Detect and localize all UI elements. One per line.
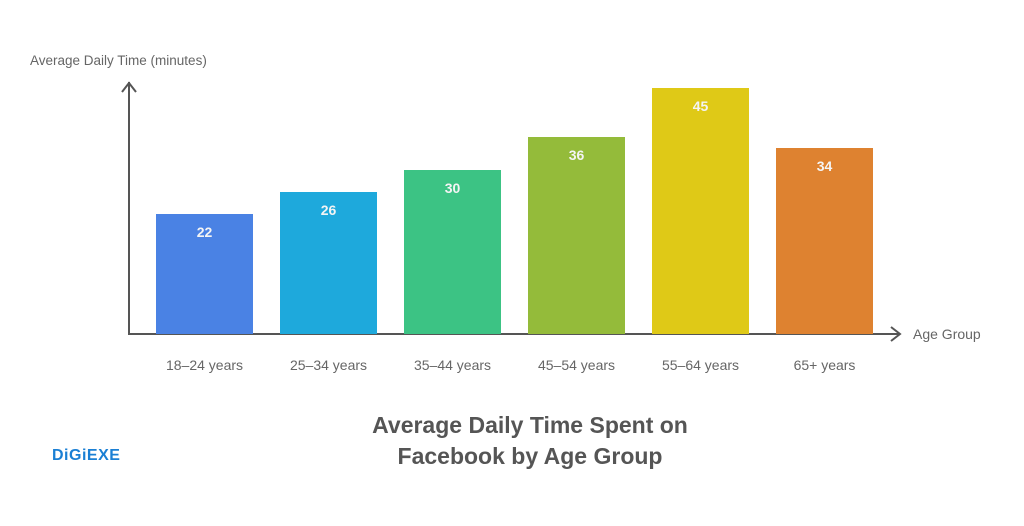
bar-value-label: 26 [320,201,337,218]
bar-value-label: 45 [692,97,709,114]
bar-18-24: 22 [156,213,253,334]
bar-value-label: 22 [196,223,213,240]
bar-45-54: 36 [528,137,625,334]
chart-title-line-1: Average Daily Time Spent on [372,412,688,438]
x-axis-label: Age Group [913,326,981,342]
chart-title: Average Daily Time Spent on Facebook by … [300,410,760,472]
x-tick-label: 65+ years [793,357,856,373]
bar-25-34: 26 [280,191,377,334]
x-tick-label: 35–44 years [413,357,492,373]
x-axis-arrow-icon [890,326,902,342]
bar-value-label: 30 [444,179,461,196]
x-tick-label: 45–54 years [537,357,616,373]
bar-value-label: 34 [816,158,833,175]
bar-35-44: 30 [404,169,501,334]
y-axis-label: Average Daily Time (minutes) [30,53,207,68]
bar-65-plus: 34 [776,148,873,334]
chart-title-line-2: Facebook by Age Group [397,443,663,469]
bar-55-64: 45 [652,87,749,334]
brand-logo: DiGiEXE [52,447,121,464]
x-tick-label: 18–24 years [165,357,244,373]
y-axis-arrow-icon [121,81,137,93]
x-tick-label: 25–34 years [289,357,368,373]
bar-value-label: 36 [568,147,585,164]
x-tick-label: 55–64 years [661,357,740,373]
